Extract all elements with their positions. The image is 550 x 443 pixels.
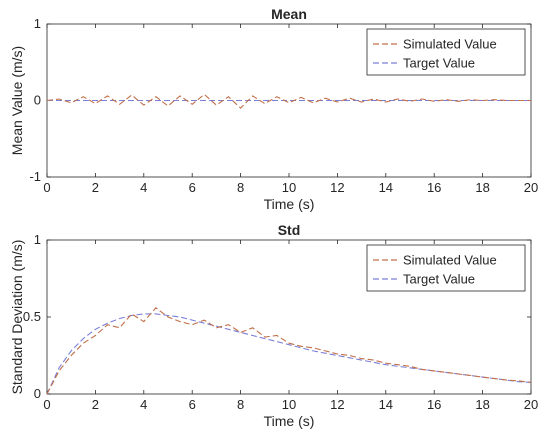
y-tick-label: 1 — [34, 232, 41, 247]
x-tick-label: 18 — [475, 180, 489, 195]
x-tick-label: 6 — [189, 397, 196, 412]
legend-box — [366, 28, 526, 76]
series-line-1 — [46, 93, 531, 109]
y-tick-label: 0.5 — [23, 309, 41, 324]
x-tick-label: 16 — [427, 180, 441, 195]
chart-title: Mean — [271, 6, 307, 22]
x-tick-label: 2 — [92, 397, 99, 412]
legend-entry-label: Target Value — [403, 272, 475, 287]
x-axis-label: Time (s) — [264, 413, 315, 429]
series-line-1 — [46, 307, 532, 395]
y-axis-label: Mean Value (m/s) — [9, 46, 25, 155]
x-tick-label: 12 — [330, 180, 344, 195]
chart-panel-2: 0 2 4 6 8 10 12 14 16 18 20 0 0.5 1 Std Time (s) Standar… — [9, 222, 538, 429]
x-tick-label: 0 — [43, 397, 50, 412]
x-tick-label: 4 — [140, 180, 147, 195]
y-tick-label: 0 — [34, 93, 41, 108]
legend-box — [366, 244, 526, 292]
legend-entry-label: Target Value — [403, 56, 475, 71]
y-tick-label: 0 — [34, 386, 41, 401]
x-tick-label: 4 — [140, 397, 147, 412]
x-tick-label: 8 — [237, 397, 244, 412]
y-axis-label: Standard Deviation (m/s) — [9, 240, 25, 395]
x-tick-label: 16 — [427, 397, 441, 412]
x-tick-label: 2 — [92, 180, 99, 195]
x-tick-label: 10 — [282, 397, 296, 412]
x-tick-label: 8 — [237, 180, 244, 195]
y-tick-label: -1 — [29, 169, 41, 184]
x-tick-label: 12 — [330, 397, 344, 412]
legend-entry-label: Simulated Value — [403, 37, 497, 52]
legend-entry-label: Simulated Value — [403, 253, 497, 268]
x-tick-label: 6 — [189, 180, 196, 195]
x-tick-label: 10 — [282, 180, 296, 195]
x-tick-label: 18 — [475, 397, 489, 412]
x-axis-label: Time (s) — [264, 196, 315, 212]
chart-title: Std — [278, 222, 301, 238]
x-tick-label: 0 — [43, 180, 50, 195]
x-tick-label: 20 — [524, 180, 538, 195]
x-tick-label: 14 — [379, 397, 393, 412]
x-tick-label: 14 — [379, 180, 393, 195]
y-tick-label: 1 — [34, 16, 41, 31]
x-tick-label: 20 — [524, 397, 538, 412]
